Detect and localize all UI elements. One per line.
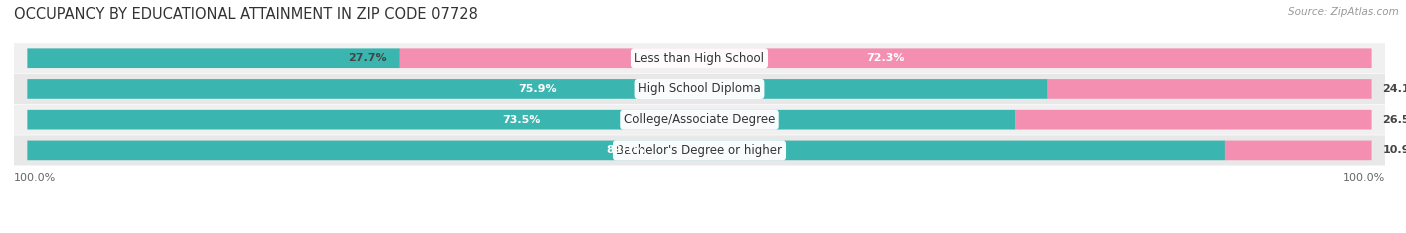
Text: Less than High School: Less than High School: [634, 52, 765, 65]
FancyBboxPatch shape: [27, 140, 1225, 160]
FancyBboxPatch shape: [14, 43, 1385, 73]
Text: 73.5%: 73.5%: [502, 115, 540, 125]
Text: Source: ZipAtlas.com: Source: ZipAtlas.com: [1288, 7, 1399, 17]
Text: 100.0%: 100.0%: [14, 173, 56, 183]
Text: 10.9%: 10.9%: [1382, 145, 1406, 155]
Text: College/Associate Degree: College/Associate Degree: [624, 113, 775, 126]
Text: 72.3%: 72.3%: [866, 53, 905, 63]
FancyBboxPatch shape: [14, 74, 1385, 104]
Text: 100.0%: 100.0%: [1343, 173, 1385, 183]
Text: 89.1%: 89.1%: [607, 145, 645, 155]
FancyBboxPatch shape: [399, 48, 1372, 68]
Text: 24.1%: 24.1%: [1382, 84, 1406, 94]
FancyBboxPatch shape: [27, 48, 399, 68]
FancyBboxPatch shape: [27, 79, 1047, 99]
FancyBboxPatch shape: [27, 110, 1015, 130]
Text: High School Diploma: High School Diploma: [638, 82, 761, 96]
FancyBboxPatch shape: [1225, 140, 1372, 160]
Text: OCCUPANCY BY EDUCATIONAL ATTAINMENT IN ZIP CODE 07728: OCCUPANCY BY EDUCATIONAL ATTAINMENT IN Z…: [14, 7, 478, 22]
Text: 75.9%: 75.9%: [519, 84, 557, 94]
FancyBboxPatch shape: [1015, 110, 1372, 130]
FancyBboxPatch shape: [14, 135, 1385, 165]
FancyBboxPatch shape: [14, 105, 1385, 135]
FancyBboxPatch shape: [1047, 79, 1372, 99]
Text: 26.5%: 26.5%: [1382, 115, 1406, 125]
Text: Bachelor's Degree or higher: Bachelor's Degree or higher: [616, 144, 783, 157]
Text: 27.7%: 27.7%: [347, 53, 387, 63]
